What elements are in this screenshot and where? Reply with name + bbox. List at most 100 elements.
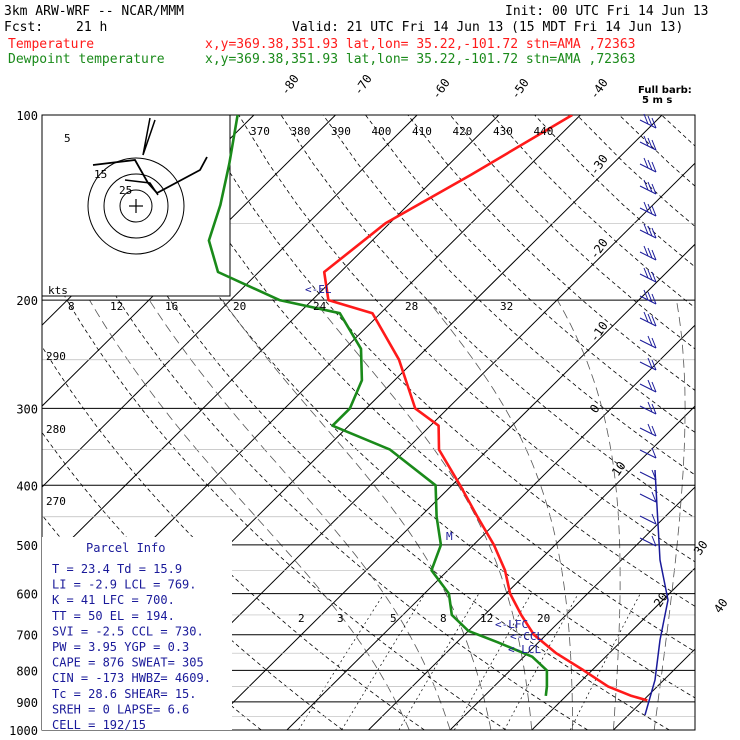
wind-barb bbox=[643, 311, 649, 323]
mixing-ratio-label: 5 bbox=[390, 612, 397, 625]
wind-speed-label: 16 bbox=[165, 300, 178, 313]
wind-barb bbox=[647, 225, 653, 237]
plot-frame bbox=[41, 114, 696, 731]
wind-barb bbox=[639, 361, 657, 371]
parcel-info-row: K = 41 LFC = 700. bbox=[52, 593, 175, 607]
wind-barb bbox=[643, 179, 649, 191]
temperature-line bbox=[322, 115, 648, 702]
wind-barb bbox=[647, 313, 653, 325]
theta-label: 410 bbox=[412, 125, 432, 138]
wind-barb bbox=[651, 315, 657, 327]
wind-barb bbox=[651, 403, 657, 415]
pressure-label: 200 bbox=[16, 294, 38, 308]
isotherm-label: -30 bbox=[587, 152, 611, 178]
wind-barb bbox=[643, 267, 649, 279]
isotherm-label: 40 bbox=[711, 596, 731, 616]
isotherm-label: -50 bbox=[508, 76, 532, 102]
isotherm-line bbox=[42, 115, 418, 488]
mixing-ratio-line bbox=[569, 593, 641, 730]
wind-barb bbox=[643, 245, 649, 257]
dry-adiabat-line bbox=[661, 115, 695, 147]
parcel-info-row: CELL = 192/15 bbox=[52, 718, 146, 732]
hodograph-trace bbox=[124, 179, 159, 196]
pressure-label: 700 bbox=[16, 629, 38, 643]
pressure-label: 500 bbox=[16, 539, 38, 553]
moist-adiabat-line bbox=[653, 300, 686, 730]
wind-barb bbox=[651, 271, 657, 283]
theta-label: 370 bbox=[250, 125, 270, 138]
dewpoint-legend: Dewpoint temperature bbox=[8, 52, 165, 67]
hodograph-label: 25 bbox=[119, 184, 132, 197]
wind-barb bbox=[651, 359, 657, 371]
forecast-hours: 21 h bbox=[76, 20, 107, 35]
annotation-label: <-LFC bbox=[495, 618, 528, 631]
wind-barb bbox=[643, 113, 649, 125]
isotherm-line bbox=[368, 405, 695, 730]
mixing-ratio-label: 8 bbox=[440, 612, 447, 625]
wind-barb bbox=[639, 537, 657, 547]
pressure-label: 100 bbox=[16, 109, 38, 123]
temperature-location: x,y=369.38,351.93 lat,lon= 35.22,-101.72… bbox=[205, 37, 635, 52]
hodograph-ring bbox=[87, 157, 185, 255]
mixing-ratio-line bbox=[398, 593, 480, 730]
hodograph-ring bbox=[119, 189, 153, 223]
mixing-ratio-line bbox=[453, 593, 532, 730]
wind-barb bbox=[651, 227, 657, 239]
dewpoint-line bbox=[207, 115, 549, 697]
wind-barb bbox=[651, 161, 657, 173]
isotherm-label: -20 bbox=[587, 236, 611, 262]
parcel-info-row: TT = 50 EL = 194. bbox=[52, 609, 175, 623]
wind-barb bbox=[643, 157, 649, 169]
temperature-legend: Temperature bbox=[8, 37, 94, 52]
mixing-ratio-label: 20 bbox=[537, 612, 550, 625]
wind-speed-label: 32 bbox=[500, 300, 513, 313]
wind-barb bbox=[647, 335, 653, 347]
theta-label: 380 bbox=[291, 125, 311, 138]
valid-time: Valid: 21 UTC Fri 14 Jun 13 (15 MDT Fri … bbox=[292, 20, 683, 35]
wind-barb bbox=[651, 293, 657, 305]
isotherm-label: -60 bbox=[429, 76, 453, 102]
wind-barb bbox=[647, 423, 653, 435]
wind-barb bbox=[639, 515, 657, 525]
isotherm-line bbox=[286, 324, 695, 730]
wind-barb bbox=[647, 401, 653, 413]
theta-label: 420 bbox=[453, 125, 473, 138]
isotherm-label: -80 bbox=[278, 72, 302, 98]
wind-barb bbox=[639, 471, 657, 481]
parcel-info-box: Parcel Info T = 23.4 Td = 15.9 LI = -2.9 … bbox=[42, 537, 232, 732]
hodograph-label: 15 bbox=[94, 168, 107, 181]
wind-barb bbox=[651, 425, 657, 437]
annotation-label: M bbox=[446, 530, 453, 543]
wind-speed-label: 28 bbox=[405, 300, 418, 313]
theta-label: 440 bbox=[534, 125, 554, 138]
wind-barb bbox=[647, 247, 653, 259]
parcel-info-row: T = 23.4 Td = 15.9 bbox=[52, 562, 182, 576]
pressure-label: 1000 bbox=[9, 724, 38, 738]
wind-barb bbox=[647, 291, 653, 303]
moist-adiabat-line bbox=[222, 299, 492, 730]
isotherm-line bbox=[0, 115, 9, 730]
wind-speed-label: 8 bbox=[68, 300, 75, 313]
wind-barb bbox=[651, 249, 657, 261]
wind-barb bbox=[651, 337, 657, 349]
dewpoint-location: x,y=369.38,351.93 lat,lon= 35.22,-101.72… bbox=[205, 52, 635, 67]
wind-barb bbox=[639, 427, 657, 437]
theta-e-label: 270 bbox=[46, 495, 66, 508]
hodograph-ring bbox=[103, 173, 169, 239]
parcel-info-row: SREH = 0 LAPSE= 6.6 bbox=[52, 702, 189, 716]
wind-barb bbox=[639, 383, 657, 393]
wind-speed-label: 24 bbox=[313, 300, 327, 313]
wind-barb bbox=[643, 135, 649, 147]
dry-adiabat-line bbox=[449, 115, 695, 350]
hodograph-label: kts bbox=[48, 284, 68, 297]
dry-adiabat-line bbox=[576, 115, 695, 227]
isotherm-line bbox=[694, 729, 695, 730]
annotation-label: <-EL bbox=[305, 283, 332, 296]
theta-e-label: 280 bbox=[46, 423, 66, 436]
wind-barb bbox=[651, 491, 657, 503]
forecast-label: Fcst: bbox=[4, 20, 43, 35]
wind-barb bbox=[647, 269, 653, 281]
wind-barb bbox=[643, 289, 649, 301]
pressure-label: 400 bbox=[16, 479, 38, 493]
